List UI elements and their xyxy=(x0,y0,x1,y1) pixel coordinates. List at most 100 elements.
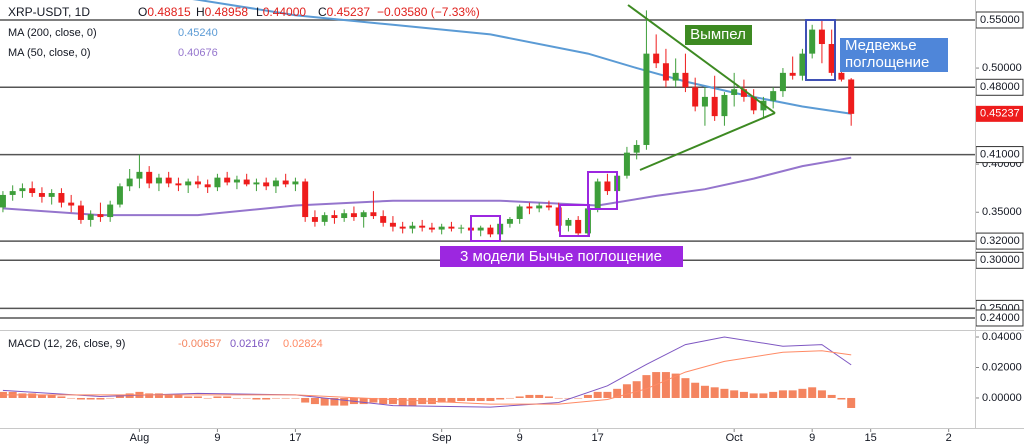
candle-body xyxy=(331,215,338,219)
histogram-bar xyxy=(291,397,300,399)
candle-body xyxy=(770,91,777,101)
level-label: 0.55000 xyxy=(980,14,1020,26)
candle-body xyxy=(0,194,6,208)
candle-body xyxy=(516,206,523,219)
candle-body xyxy=(58,193,65,203)
histogram-bar xyxy=(788,390,797,398)
candle-body xyxy=(594,181,601,209)
candle-body xyxy=(750,96,757,111)
histogram-bar xyxy=(466,397,475,402)
candle-body xyxy=(584,208,591,234)
x-tick-label: 2 xyxy=(946,432,952,444)
histogram-bar xyxy=(232,397,241,399)
histogram-bar xyxy=(320,397,329,406)
candle-body xyxy=(116,186,123,205)
annotation: 3 модели Бычье поглощение xyxy=(460,248,662,265)
histogram-bar xyxy=(486,397,495,402)
y-tick-label: 0.02000 xyxy=(982,361,1022,373)
candle-body xyxy=(360,212,367,218)
annotation: Медвежье поглощение xyxy=(845,37,930,71)
candle-body xyxy=(838,72,845,80)
histogram-bar xyxy=(817,390,826,398)
candle-body xyxy=(107,204,114,218)
histogram-bar xyxy=(583,394,592,398)
x-tick-label: 9 xyxy=(809,432,815,444)
last-price-label: 0.45237 xyxy=(980,108,1020,120)
candle-body xyxy=(711,96,718,117)
candle-body xyxy=(848,79,855,114)
histogram-bar xyxy=(535,394,544,398)
histogram-bar xyxy=(837,397,846,400)
histogram-bar xyxy=(203,397,212,399)
candle-body xyxy=(672,72,679,81)
candle-body xyxy=(409,225,416,229)
level-label: 0.32000 xyxy=(980,235,1020,247)
histogram-bar xyxy=(252,397,261,400)
legend-value: 0.40676 xyxy=(178,47,218,59)
candle-body xyxy=(487,227,494,235)
histogram-bar xyxy=(808,387,817,398)
histogram-bar xyxy=(76,397,85,400)
histogram-bar xyxy=(700,385,709,398)
candle-body xyxy=(604,181,611,192)
candle-body xyxy=(740,89,747,97)
histogram-bar xyxy=(544,396,553,398)
macd-line xyxy=(2,350,852,405)
candle-body xyxy=(399,226,406,229)
candle-body xyxy=(146,171,153,184)
pattern-box xyxy=(587,171,618,210)
histogram-bar xyxy=(769,391,778,398)
histogram-bar xyxy=(96,397,105,400)
candle-body xyxy=(224,177,231,183)
histogram-bar xyxy=(369,397,378,403)
ohlc-value: 0.45237 xyxy=(327,5,371,19)
legend-value: 0.02167 xyxy=(230,338,270,350)
candle-body xyxy=(68,202,75,206)
last-price-box xyxy=(976,105,1023,122)
y-tick-label: 0.35000 xyxy=(982,206,1022,218)
histogram-bar xyxy=(847,397,856,408)
candle-body xyxy=(214,177,221,188)
ohlc-label: L xyxy=(256,5,263,19)
ohlc: L0.44000 xyxy=(256,5,306,19)
candle-body xyxy=(692,87,699,107)
histogram-bar xyxy=(271,397,280,399)
pattern-box xyxy=(470,215,501,242)
histogram-bar xyxy=(18,393,27,398)
histogram-bar xyxy=(242,397,251,399)
candle-body xyxy=(263,182,270,187)
candle-body xyxy=(419,225,426,228)
histogram-bar xyxy=(281,397,290,399)
histogram-bar xyxy=(437,397,446,403)
histogram-bar xyxy=(330,397,339,406)
candle-body xyxy=(643,53,650,145)
candle-body xyxy=(662,63,669,81)
histogram-bar xyxy=(37,394,46,398)
candle-body xyxy=(126,178,133,187)
candle-body xyxy=(545,205,552,208)
annotation: Вымпел xyxy=(690,26,746,43)
x-tick-label: 15 xyxy=(865,432,877,444)
pattern-box xyxy=(559,204,590,237)
candle-body xyxy=(448,226,455,229)
histogram-bar xyxy=(642,375,651,398)
candle-body xyxy=(438,226,445,230)
candle-body xyxy=(87,214,94,220)
pennant: Вымпел xyxy=(627,4,776,171)
candle-body xyxy=(48,193,55,197)
change: −0.03580 (−7.33%) xyxy=(377,5,480,19)
histogram-bar xyxy=(749,393,758,398)
candle-body xyxy=(536,205,543,209)
candle-body xyxy=(526,206,533,209)
histogram-bar xyxy=(632,381,641,398)
histogram-bar xyxy=(262,397,271,400)
candle-body xyxy=(682,72,689,88)
histogram-bar xyxy=(720,388,729,398)
candle-body xyxy=(136,171,143,179)
level-label: 0.24000 xyxy=(980,312,1020,324)
histogram-bar xyxy=(710,387,719,398)
histogram-bar xyxy=(193,396,202,398)
candle-body xyxy=(389,222,396,227)
candle-body xyxy=(292,181,299,185)
histogram-bar xyxy=(564,397,573,399)
